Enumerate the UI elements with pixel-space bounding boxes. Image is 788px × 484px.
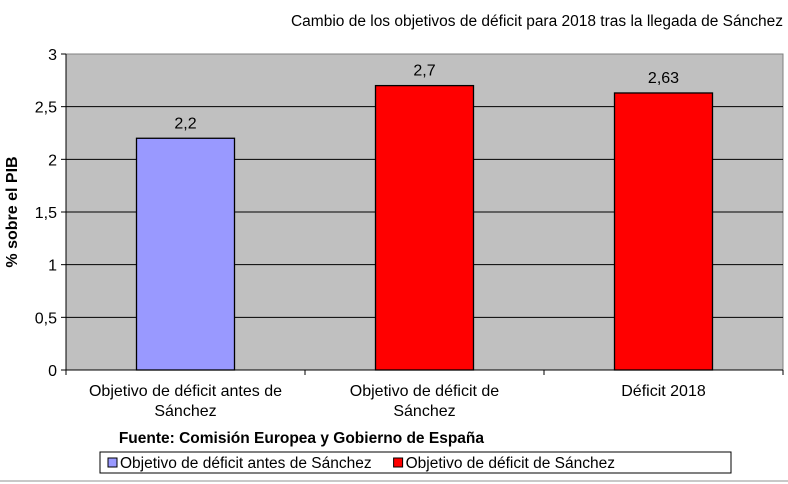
data-label: 2,7 [413,63,435,80]
y-tick-label: 0 [48,363,57,380]
y-tick-label: 2 [48,152,57,169]
bar [135,137,236,371]
source-note: Fuente: Comisión Europea y Gobierno de E… [119,430,485,447]
x-tick-label: Sánchez [393,403,455,420]
x-tick-label: Objetivo de déficit de [350,383,500,400]
x-tick-label: Sánchez [154,403,216,420]
x-tick-label: Objetivo de déficit antes de [89,383,282,400]
bar [613,92,714,371]
bar [374,84,475,371]
y-tick-label: 0,5 [35,310,57,327]
y-tick-label: 1,5 [35,205,57,222]
data-label: 2,2 [174,115,196,132]
data-label: 2,63 [648,70,679,87]
legend-label: Objetivo de déficit antes de Sánchez [120,455,372,472]
legend-swatch [107,457,118,468]
y-axis-label: % sobre el PIB [4,156,21,267]
y-tick-label: 3 [48,47,57,64]
y-tick-label: 1 [48,258,57,275]
x-tick-label: Déficit 2018 [621,383,706,400]
legend-label: Objetivo de déficit de Sánchez [406,455,615,472]
legend-swatch [393,457,404,468]
legend: Objetivo de déficit antes de Sánchez Obje… [99,451,732,474]
y-tick-label: 2,5 [35,100,57,117]
chart-title: Cambio de los objetivos de déficit para … [291,13,783,30]
